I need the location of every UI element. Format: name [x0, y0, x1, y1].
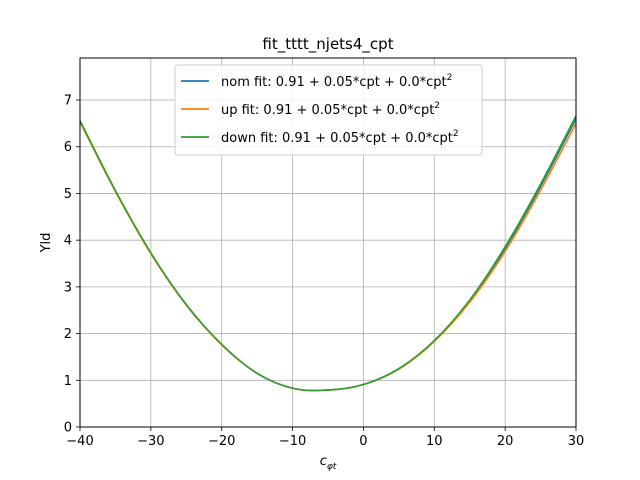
ticks: −40 −30 −20 −10 0 10 20 30 0 1 2 3 4 5 6 7 — [64, 94, 585, 449]
plot-frame — [79, 57, 577, 428]
x-tick-label: −20 — [208, 434, 235, 449]
y-tick-label: 6 — [64, 140, 72, 155]
y-tick-label: 0 — [64, 421, 72, 436]
series-line — [79, 115, 577, 392]
x-tick-label: 20 — [497, 434, 514, 449]
y-tick-label: 3 — [64, 280, 72, 295]
x-tick-label: −10 — [279, 434, 306, 449]
x-tick-label: 10 — [426, 434, 443, 449]
chart-title: fit_tttt_njets4_cpt — [262, 35, 393, 54]
y-tick-label: 5 — [64, 187, 72, 202]
x-axis-label-sub: φt — [327, 462, 337, 472]
x-tick-label: −40 — [66, 434, 93, 449]
legend-box — [174, 64, 483, 156]
x-tick-label: 0 — [359, 434, 367, 449]
y-tick-label: 1 — [64, 374, 72, 389]
y-tick-label: 2 — [64, 327, 72, 342]
legend: nom fit: 0.91 + 0.05*cpt + 0.0*cpt2 up fi… — [174, 64, 483, 156]
x-tick-label: −30 — [137, 434, 164, 449]
x-axis-label-main: c — [320, 454, 327, 469]
legend-entry: up fit: 0.91 + 0.05*cpt + 0.0*cpt2 — [221, 101, 440, 118]
series-lines — [79, 115, 577, 392]
x-tick-label: 30 — [568, 434, 585, 449]
legend-entry: nom fit: 0.91 + 0.05*cpt + 0.0*cpt2 — [221, 73, 452, 90]
series-line — [79, 121, 577, 392]
legend-entry: down fit: 0.91 + 0.05*cpt + 0.0*cpt2 — [221, 129, 459, 146]
y-tick-label: 7 — [64, 94, 72, 109]
y-tick-label: 4 — [64, 234, 72, 249]
series-line — [79, 118, 577, 392]
x-axis-label: cφt — [320, 454, 337, 472]
y-axis-label: Yld — [39, 233, 54, 254]
